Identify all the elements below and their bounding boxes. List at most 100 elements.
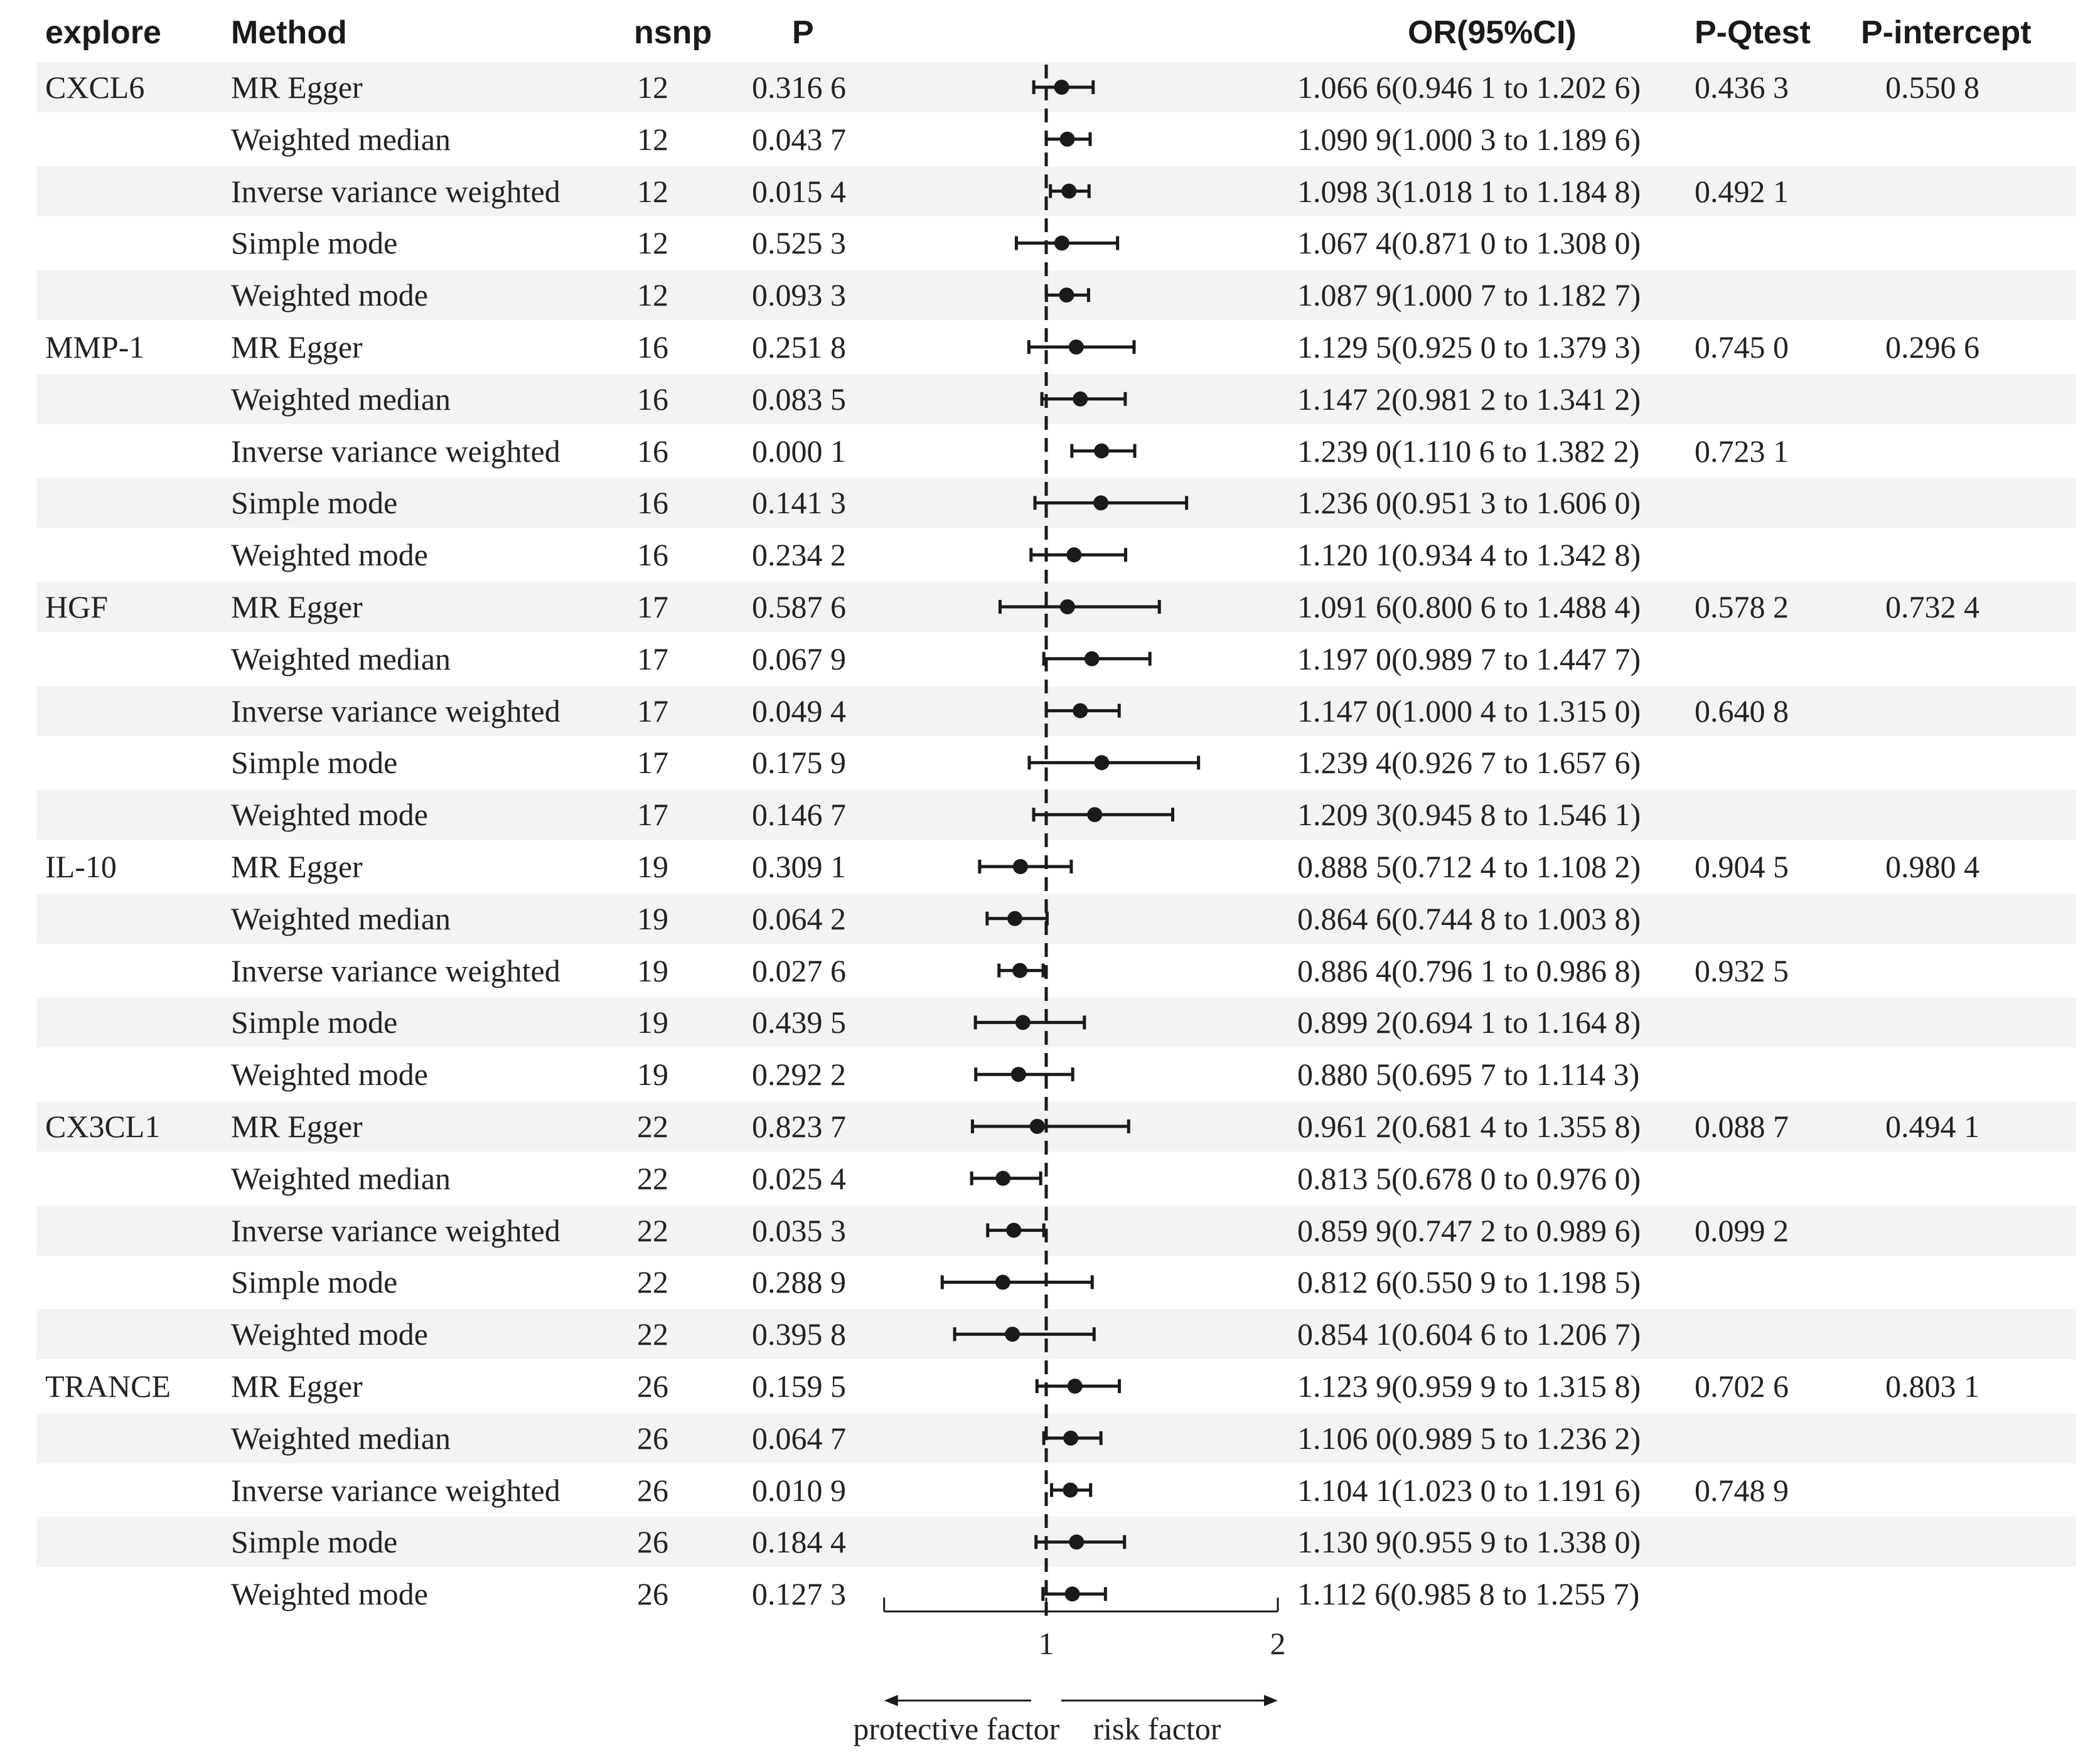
method-cell: Weighted mode: [231, 277, 428, 313]
estimate-point: [1084, 651, 1100, 666]
p-qtest-cell: 0.099 2: [1695, 1212, 1789, 1248]
p-value-cell: 0.025 4: [752, 1160, 846, 1196]
header-p-intercept: P-intercept: [1861, 14, 2032, 51]
method-cell: Weighted median: [231, 1160, 451, 1196]
nsnp-cell: 12: [637, 121, 668, 157]
estimate-point: [1069, 1534, 1085, 1550]
method-cell: Weighted mode: [231, 1576, 428, 1612]
method-cell: Simple mode: [231, 1524, 398, 1560]
p-intercept-cell: 0.732 4: [1885, 589, 1979, 624]
explore-cell: MMP-1: [45, 329, 145, 365]
p-intercept-cell: 0.803 1: [1885, 1369, 1979, 1404]
header-method: Method: [231, 14, 347, 51]
p-value-cell: 0.292 2: [752, 1057, 846, 1092]
nsnp-cell: 12: [637, 173, 668, 209]
estimate-point: [1015, 1015, 1031, 1030]
method-cell: Inverse variance weighted: [231, 693, 560, 729]
p-value-cell: 0.127 3: [752, 1576, 846, 1612]
estimate-point: [1094, 755, 1110, 771]
or-ci-cell: 1.090 9(1.000 3 to 1.189 6): [1297, 121, 1641, 157]
method-cell: MR Egger: [231, 70, 363, 105]
p-qtest-cell: 0.702 6: [1695, 1369, 1789, 1404]
method-cell: Weighted mode: [231, 797, 428, 833]
p-intercept-cell: 0.296 6: [1885, 329, 1979, 365]
nsnp-cell: 26: [637, 1576, 668, 1612]
p-value-cell: 0.288 9: [752, 1264, 846, 1300]
estimate-point: [1007, 911, 1023, 926]
method-cell: Weighted median: [231, 381, 451, 417]
estimate-point: [1005, 1327, 1021, 1342]
p-value-cell: 0.043 7: [752, 121, 846, 157]
estimate-point: [995, 1274, 1010, 1290]
explore-cell: HGF: [45, 589, 109, 624]
estimate-point: [1012, 859, 1028, 874]
or-ci-cell: 0.859 9(0.747 2 to 0.989 6): [1297, 1212, 1641, 1248]
or-ci-cell: 1.239 0(1.110 6 to 1.382 2): [1297, 433, 1640, 469]
estimate-point: [995, 1170, 1011, 1186]
estimate-point: [1064, 1586, 1080, 1602]
or-ci-cell: 1.129 5(0.925 0 to 1.379 3): [1297, 329, 1641, 365]
method-cell: Simple mode: [231, 485, 398, 521]
nsnp-cell: 22: [637, 1317, 668, 1352]
estimate-point: [1067, 1379, 1083, 1394]
method-cell: Inverse variance weighted: [231, 1472, 560, 1508]
p-value-cell: 0.067 9: [752, 641, 846, 676]
or-ci-cell: 1.066 6(0.946 1 to 1.202 6): [1297, 70, 1641, 105]
p-qtest-cell: 0.932 5: [1695, 953, 1789, 988]
p-value-cell: 0.010 9: [752, 1472, 846, 1508]
nsnp-cell: 16: [637, 537, 668, 573]
p-qtest-cell: 0.723 1: [1695, 433, 1789, 469]
nsnp-cell: 16: [637, 381, 668, 417]
p-value-cell: 0.064 2: [752, 900, 846, 936]
estimate-point: [1059, 599, 1075, 614]
or-ci-cell: 1.067 4(0.871 0 to 1.308 0): [1297, 225, 1641, 261]
p-value-cell: 0.015 4: [752, 173, 846, 209]
or-ci-cell: 1.239 4(0.926 7 to 1.657 6): [1297, 745, 1641, 781]
nsnp-cell: 26: [637, 1369, 668, 1404]
method-cell: Simple mode: [231, 1005, 398, 1040]
or-ci-cell: 0.854 1(0.604 6 to 1.206 7): [1297, 1317, 1641, 1352]
estimate-point: [1029, 1119, 1045, 1134]
estimate-point: [1012, 963, 1028, 978]
estimate-point: [1006, 1222, 1022, 1238]
p-qtest-cell: 0.745 0: [1695, 329, 1789, 365]
method-cell: Simple mode: [231, 225, 398, 261]
nsnp-cell: 16: [637, 329, 668, 365]
or-ci-cell: 1.123 9(0.959 9 to 1.315 8): [1297, 1369, 1641, 1404]
p-value-cell: 0.309 1: [752, 849, 846, 884]
or-ci-cell: 1.209 3(0.945 8 to 1.546 1): [1297, 797, 1641, 833]
nsnp-cell: 19: [637, 900, 668, 936]
p-qtest-cell: 0.904 5: [1695, 849, 1789, 884]
or-ci-cell: 1.130 9(0.955 9 to 1.338 0): [1297, 1524, 1641, 1560]
or-ci-cell: 1.147 2(0.981 2 to 1.341 2): [1297, 381, 1641, 417]
p-value-cell: 0.146 7: [752, 797, 846, 833]
estimate-point: [1087, 807, 1103, 823]
p-qtest-cell: 0.088 7: [1695, 1109, 1789, 1144]
p-value-cell: 0.035 3: [752, 1212, 846, 1248]
or-ci-cell: 1.098 3(1.018 1 to 1.184 8): [1297, 173, 1641, 209]
estimate-point: [1059, 131, 1075, 147]
or-ci-cell: 0.812 6(0.550 9 to 1.198 5): [1297, 1264, 1641, 1300]
estimate-point: [1059, 287, 1074, 303]
nsnp-cell: 19: [637, 1005, 668, 1040]
left-arrow-icon: [884, 1695, 898, 1706]
explore-cell: TRANCE: [45, 1369, 171, 1404]
or-ci-cell: 0.864 6(0.744 8 to 1.003 8): [1297, 900, 1641, 936]
method-cell: Inverse variance weighted: [231, 173, 560, 209]
method-cell: Weighted mode: [231, 1317, 428, 1352]
p-value-cell: 0.141 3: [752, 485, 846, 521]
or-ci-cell: 1.147 0(1.000 4 to 1.315 0): [1297, 693, 1641, 729]
estimate-point: [1094, 443, 1110, 459]
p-value-cell: 0.587 6: [752, 589, 846, 624]
or-ci-cell: 1.236 0(0.951 3 to 1.606 0): [1297, 485, 1641, 521]
explore-cell: CXCL6: [45, 70, 145, 105]
p-value-cell: 0.175 9: [752, 745, 846, 781]
method-cell: Simple mode: [231, 1264, 398, 1300]
or-ci-cell: 1.106 0(0.989 5 to 1.236 2): [1297, 1420, 1641, 1456]
p-qtest-cell: 0.436 3: [1695, 70, 1789, 105]
or-ci-cell: 1.112 6(0.985 8 to 1.255 7): [1297, 1576, 1640, 1612]
nsnp-cell: 22: [637, 1160, 668, 1196]
x-tick-label: 2: [1270, 1626, 1286, 1661]
protective-factor-label: protective factor: [853, 1711, 1059, 1746]
